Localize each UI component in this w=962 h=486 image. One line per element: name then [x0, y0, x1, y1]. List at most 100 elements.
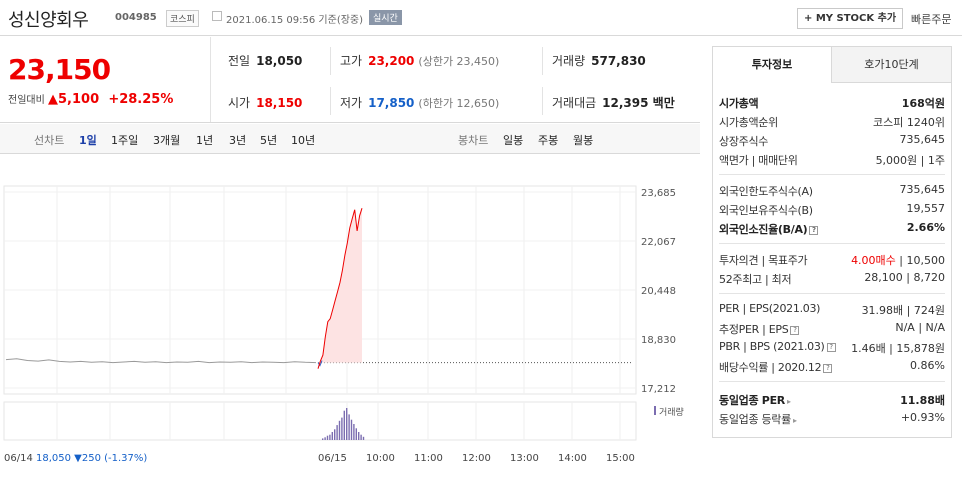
candle-weekly[interactable]: 주봉	[538, 134, 559, 147]
chart-canvas: 23,685 22,067 20,448 18,830 17,212 거래량 06/14 06…	[3, 185, 684, 464]
prev-close-cell: 전일 18,050	[228, 52, 302, 69]
intraday-chart: 23,685 22,067 20,448 18,830 17,212 거래량 06/14 06…	[0, 155, 700, 486]
market-cap-row: 시가총액 168억원	[719, 93, 945, 111]
target-price: | 10,500	[899, 254, 945, 267]
period-1d[interactable]: 1일	[79, 134, 97, 147]
period-5y[interactable]: 5년	[260, 134, 278, 147]
w52-label: 52주최고 | 최저	[719, 273, 792, 286]
period-1w[interactable]: 1주일	[111, 134, 139, 147]
stock-header: 성신양회우 004985 코스피 2021.06.15 09:56 기준(장중)…	[0, 0, 962, 36]
period-1y[interactable]: 1년	[196, 134, 214, 147]
volume-bar	[326, 435, 329, 440]
volume-bar	[350, 419, 353, 440]
volume-value: 577,830	[591, 54, 646, 68]
lower-limit: (하한가 12,650)	[418, 97, 500, 110]
open-value: 18,150	[256, 96, 303, 110]
low-value: 17,850	[368, 96, 415, 110]
section-divider	[719, 381, 945, 382]
market-badge: 코스피	[166, 10, 199, 27]
per-value: 31.98배 | 724원	[861, 304, 945, 317]
volume-bar	[348, 414, 350, 440]
help-icon[interactable]: ?	[823, 364, 833, 373]
pbr-value: 1.46배 | 15,878원	[851, 342, 945, 355]
line-chart-label: 선차트	[34, 134, 65, 147]
foreign-limit-label: 외국인한도주식수(A)	[719, 185, 813, 198]
rank-value: 코스피 1240위	[873, 116, 945, 129]
high-label: 고가	[340, 54, 363, 68]
calendar-icon	[212, 11, 222, 21]
volume-bar	[362, 436, 365, 440]
current-price: 23,150	[8, 53, 111, 86]
prev-close-value: 18,050	[256, 54, 303, 68]
par-label: 액면가 | 매매단위	[719, 154, 798, 167]
tab-order-book[interactable]: 호가10단계	[832, 47, 951, 83]
sector-change-row[interactable]: 동일업종 등락률 ▸ +0.93%	[719, 409, 945, 427]
per-label: PER | EPS(2021.03)	[719, 302, 821, 315]
x-tick-label: 14:00	[558, 453, 587, 464]
w52-row: 52주최고 | 최저 28,100 | 8,720	[719, 269, 945, 287]
help-icon[interactable]: ?	[809, 226, 819, 235]
volume-bar	[322, 438, 324, 440]
per-row: PER | EPS(2021.03) 31.98배 | 724원	[719, 300, 945, 318]
rank-row: 시가총액순위 코스피 1240위	[719, 112, 945, 130]
est-per-label: 추정PER | EPS	[719, 323, 789, 336]
y-tick-label: 22,067	[641, 237, 676, 248]
market-cap-value: 168억원	[901, 97, 945, 110]
price-panel: 23,150 전일대비 ▲5,100 +28.25% 전일 18,050 고가 23…	[0, 37, 700, 123]
foreign-ratio-row: 외국인소진율(B/A)? 2.66%	[719, 219, 945, 237]
add-my-stock-button[interactable]: + MY STOCK 추가	[797, 8, 904, 29]
sector-change-label: 동일업종 등락률	[719, 413, 791, 426]
foreign-limit-row: 외국인한도주식수(A) 735,645	[719, 181, 945, 199]
shares-value: 735,645	[899, 133, 946, 146]
help-icon[interactable]: ?	[790, 326, 800, 335]
prev-day-summary: 18,050 ▼250 (-1.37%)	[36, 453, 147, 464]
period-3m[interactable]: 3개월	[153, 134, 181, 147]
opinion-value: 4.00매수	[851, 254, 896, 267]
x-tick-label: 06/14	[4, 453, 33, 464]
shares-label: 상장주식수	[719, 135, 769, 148]
sector-per-row[interactable]: 동일업종 PER ▸ 11.88배	[719, 390, 945, 408]
sector-per-value: 11.88배	[900, 394, 945, 407]
sector-change-value: +0.93%	[900, 411, 945, 424]
x-tick-label: 11:00	[414, 453, 443, 464]
tab-investment-info[interactable]: 투자정보	[713, 47, 832, 83]
dividend-label: 배당수익률 | 2020.12	[719, 361, 822, 374]
period-3y[interactable]: 3년	[229, 134, 247, 147]
y-tick-label: 18,830	[641, 335, 676, 346]
today-dip-line	[317, 360, 323, 367]
today-line	[317, 208, 363, 369]
stock-name: 성신양회우	[8, 10, 89, 31]
candle-chart-label: 봉차트	[458, 134, 489, 147]
change-label: 전일대비	[8, 95, 45, 106]
dividend-row: 배당수익률 | 2020.12? 0.86%	[719, 357, 945, 375]
period-selector: 선차트 1일 1주일 3개월 1년 3년 5년 10년 봉차트 일봉 주봉 월봉	[0, 124, 700, 154]
volume-bar	[355, 428, 357, 440]
realtime-badge[interactable]: 실시간	[369, 10, 402, 25]
volume-bar	[331, 432, 333, 440]
low-cell: 저가 17,850 (하한가 12,650)	[340, 94, 499, 111]
high-value: 23,200	[368, 54, 415, 68]
high-cell: 고가 23,200 (상한가 23,450)	[340, 52, 499, 69]
section-divider	[719, 243, 945, 244]
volume-bar	[360, 434, 362, 440]
trade-value-label: 거래대금	[552, 96, 597, 110]
x-tick-label: 06/15	[318, 453, 347, 464]
rank-label: 시가총액순위	[719, 116, 778, 129]
quick-order-link[interactable]: 빠른주문	[911, 13, 952, 26]
foreign-ratio-label: 외국인소진율(B/A)	[719, 223, 808, 236]
trade-value-cell: 거래대금 12,395 백만	[552, 94, 675, 111]
dividend-value: 0.86%	[910, 359, 945, 372]
candle-monthly[interactable]: 월봉	[573, 134, 594, 147]
sector-per-label: 동일업종 PER	[719, 394, 785, 407]
help-icon[interactable]: ?	[826, 343, 836, 352]
section-divider	[719, 293, 945, 294]
volume-bar	[346, 408, 348, 440]
open-cell: 시가 18,150	[228, 94, 302, 111]
candle-daily[interactable]: 일봉	[503, 134, 524, 147]
opinion-label: 투자의견 | 목표주가	[719, 254, 808, 267]
x-tick-label: 12:00	[462, 453, 491, 464]
x-tick-label: 10:00	[366, 453, 395, 464]
divider	[542, 87, 543, 115]
period-10y[interactable]: 10년	[291, 134, 316, 147]
y-tick-label: 23,685	[641, 188, 676, 199]
